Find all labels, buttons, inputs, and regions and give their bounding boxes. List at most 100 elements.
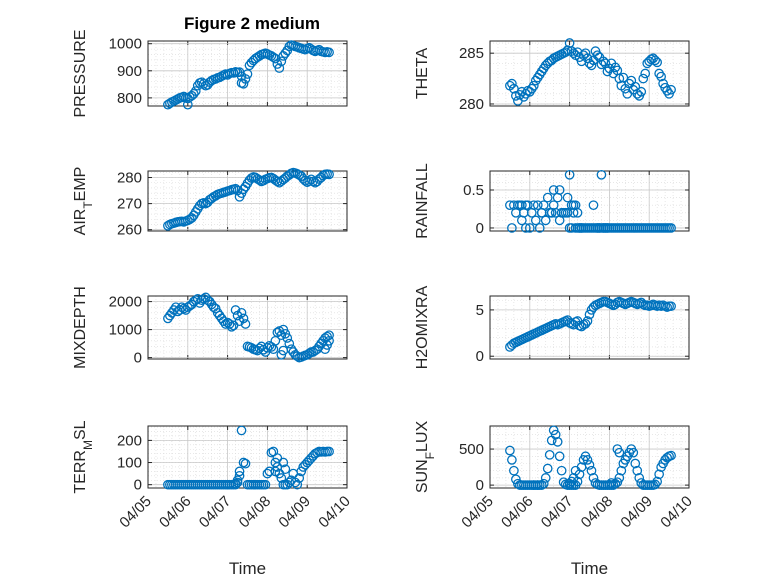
panel-terr-msl-data-point	[240, 458, 251, 469]
panel-rainfall-data-point	[548, 185, 559, 195]
panel-h2omixra-border	[489, 295, 690, 360]
panel-sun-flux-x-label: Time	[571, 559, 608, 578]
panel-terr-msl-x-tick-label: 04/09	[275, 493, 314, 532]
panel-rainfall-data-point	[602, 223, 613, 233]
panel-sun-flux-data-point	[604, 479, 615, 490]
panel-sun-flux-data-point	[654, 469, 665, 480]
panel-terr-msl-data-point	[236, 425, 247, 436]
panel-sun-flux-data-point	[505, 445, 515, 456]
panel-mixdepth-data-point	[262, 342, 273, 353]
panel-sun-flux-data-point	[552, 437, 563, 447]
panel-air-temp-y-tick-label: 260	[117, 222, 142, 239]
panel-sun-flux-data-point	[570, 465, 581, 476]
panel-rainfall-y-label: RAINFALL	[414, 163, 431, 239]
panel-pressure-data-point	[276, 56, 287, 67]
panel-mixdepth-data-point	[198, 293, 209, 304]
panel-rainfall-data-point	[596, 169, 607, 180]
panel-h2omixra-data-point	[580, 318, 591, 329]
panel-terr-msl-x-tick-label: 04/07	[196, 493, 235, 532]
panel-sun-flux-data-point	[634, 473, 645, 483]
panel-pressure-data-point	[182, 99, 193, 110]
panel-mixdepth-data-point	[224, 319, 235, 329]
panel-mixdepth-data-point	[282, 333, 293, 343]
figure-title: Figure 2 medium	[184, 14, 320, 33]
panel-terr-msl-x-label: Time	[229, 559, 266, 578]
panel-rainfall-data-point	[507, 223, 517, 233]
panel-sun-flux-data-point	[568, 473, 579, 483]
panel-terr-msl-x-tick-label: 04/05	[116, 493, 155, 532]
panel-terr-msl-x-tick-label: 04/06	[156, 493, 195, 532]
panel-sun-flux-data-point	[650, 479, 661, 490]
panel-terr-msl-data-point	[292, 479, 303, 490]
panel-mixdepth-data-point	[324, 330, 334, 341]
panel-terr-msl-y-label: TERRMSL	[72, 420, 95, 493]
panel-sun-flux-data-point	[532, 480, 543, 490]
panel-sun-flux-data-point	[554, 451, 565, 462]
panel-terr-msl-data-point	[266, 447, 277, 458]
panel-sun-flux-data-point	[550, 429, 561, 440]
panel-rainfall-data-point	[530, 215, 541, 226]
panel-terr-msl-x-tick-label: 04/10	[315, 493, 354, 532]
panel-rainfall-data-point	[562, 207, 573, 218]
panel-mixdepth-y-label: MIXDEPTH	[72, 286, 89, 369]
panel-pressure-y-tick-label: 1000	[109, 36, 142, 53]
panel-air-temp-y-label: AIRTEMP	[72, 167, 95, 236]
panel-rainfall-border	[489, 170, 690, 232]
panel-terr-msl-data-point	[270, 466, 281, 477]
panel-h2omixra-y-tick-label: 5	[476, 302, 484, 319]
panel-terr-msl-data-point	[238, 457, 249, 468]
panel-sun-flux-data-point	[652, 476, 663, 487]
panel-sun-flux-data-point	[548, 425, 559, 436]
panel-sun-flux-data-point	[630, 458, 641, 469]
panel-theta-data-point	[562, 45, 573, 55]
panel-sun-flux-data-point	[556, 465, 567, 476]
panel-air-temp-data-point	[272, 176, 283, 187]
panel-sun-flux-x-tick-label: 04/08	[578, 493, 617, 532]
panel-mixdepth-border	[147, 295, 348, 360]
panel-rainfall-data-point	[588, 200, 599, 211]
panel-sun-flux-x-tick-label: 04/09	[617, 493, 656, 532]
panel-pressure-y-tick-label: 800	[117, 90, 142, 107]
panel-rainfall-data-point	[548, 200, 559, 211]
panel-terr-msl-data-point	[234, 470, 245, 481]
panel-theta-data-point	[580, 48, 591, 59]
panel-rainfall-data-point	[564, 169, 575, 180]
panel-sun-flux-data-point	[544, 449, 555, 460]
panel-air-temp-data-point	[324, 169, 334, 180]
panel-mixdepth-data-point	[276, 330, 287, 341]
panel-mixdepth-data-point	[240, 319, 251, 329]
panel-mixdepth-data-point	[218, 316, 229, 327]
panel-air-temp-data-point	[308, 176, 319, 187]
panel-theta-border	[489, 40, 690, 107]
panel-sun-flux-data-point	[507, 455, 517, 465]
panel-theta-data-point	[650, 55, 661, 66]
panel-theta-y-label: THETA	[414, 48, 431, 100]
panel-h2omixra-data-point	[584, 309, 595, 320]
panel-theta-y-tick-label: 285	[459, 45, 484, 62]
panel-mixdepth-data-point	[226, 321, 237, 332]
panel-theta-data-point	[638, 73, 649, 84]
panel-mixdepth-data-point	[304, 348, 315, 359]
panel-pressure-y-label: PRESSURE	[72, 29, 89, 117]
panel-sun-flux-data-point	[606, 478, 617, 488]
panel-pressure-data-point	[236, 78, 247, 88]
panel-terr-msl-data-point	[280, 464, 291, 475]
panel-sun-flux-data-point	[628, 447, 639, 458]
panel-h2omixra-y-tick-label: 0	[476, 348, 484, 365]
panel-sun-flux-data-point	[540, 473, 551, 483]
panel-sun-flux-x-tick-label: 04/06	[498, 493, 537, 532]
panel-sun-flux-border	[489, 425, 690, 489]
panel-theta-data-point	[592, 50, 603, 61]
panel-mixdepth-data-point	[178, 303, 189, 314]
panel-theta-data-point	[507, 78, 517, 89]
panel-terr-msl-data-point	[264, 466, 275, 477]
panel-terr-msl-y-tick-label: 0	[134, 477, 142, 494]
panel-h2omixra-data-point	[582, 316, 593, 326]
panel-pressure-y-tick-label: 900	[117, 63, 142, 80]
panel-terr-msl-x-tick-label: 04/08	[236, 493, 275, 532]
panel-terr-msl-data-point	[278, 457, 289, 468]
panel-theta-data-point	[614, 73, 625, 84]
panel-mixdepth-data-point	[284, 338, 295, 349]
panel-rainfall-data-point	[568, 207, 579, 218]
